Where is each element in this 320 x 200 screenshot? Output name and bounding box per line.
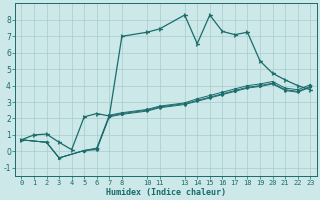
X-axis label: Humidex (Indice chaleur): Humidex (Indice chaleur) — [106, 188, 226, 197]
